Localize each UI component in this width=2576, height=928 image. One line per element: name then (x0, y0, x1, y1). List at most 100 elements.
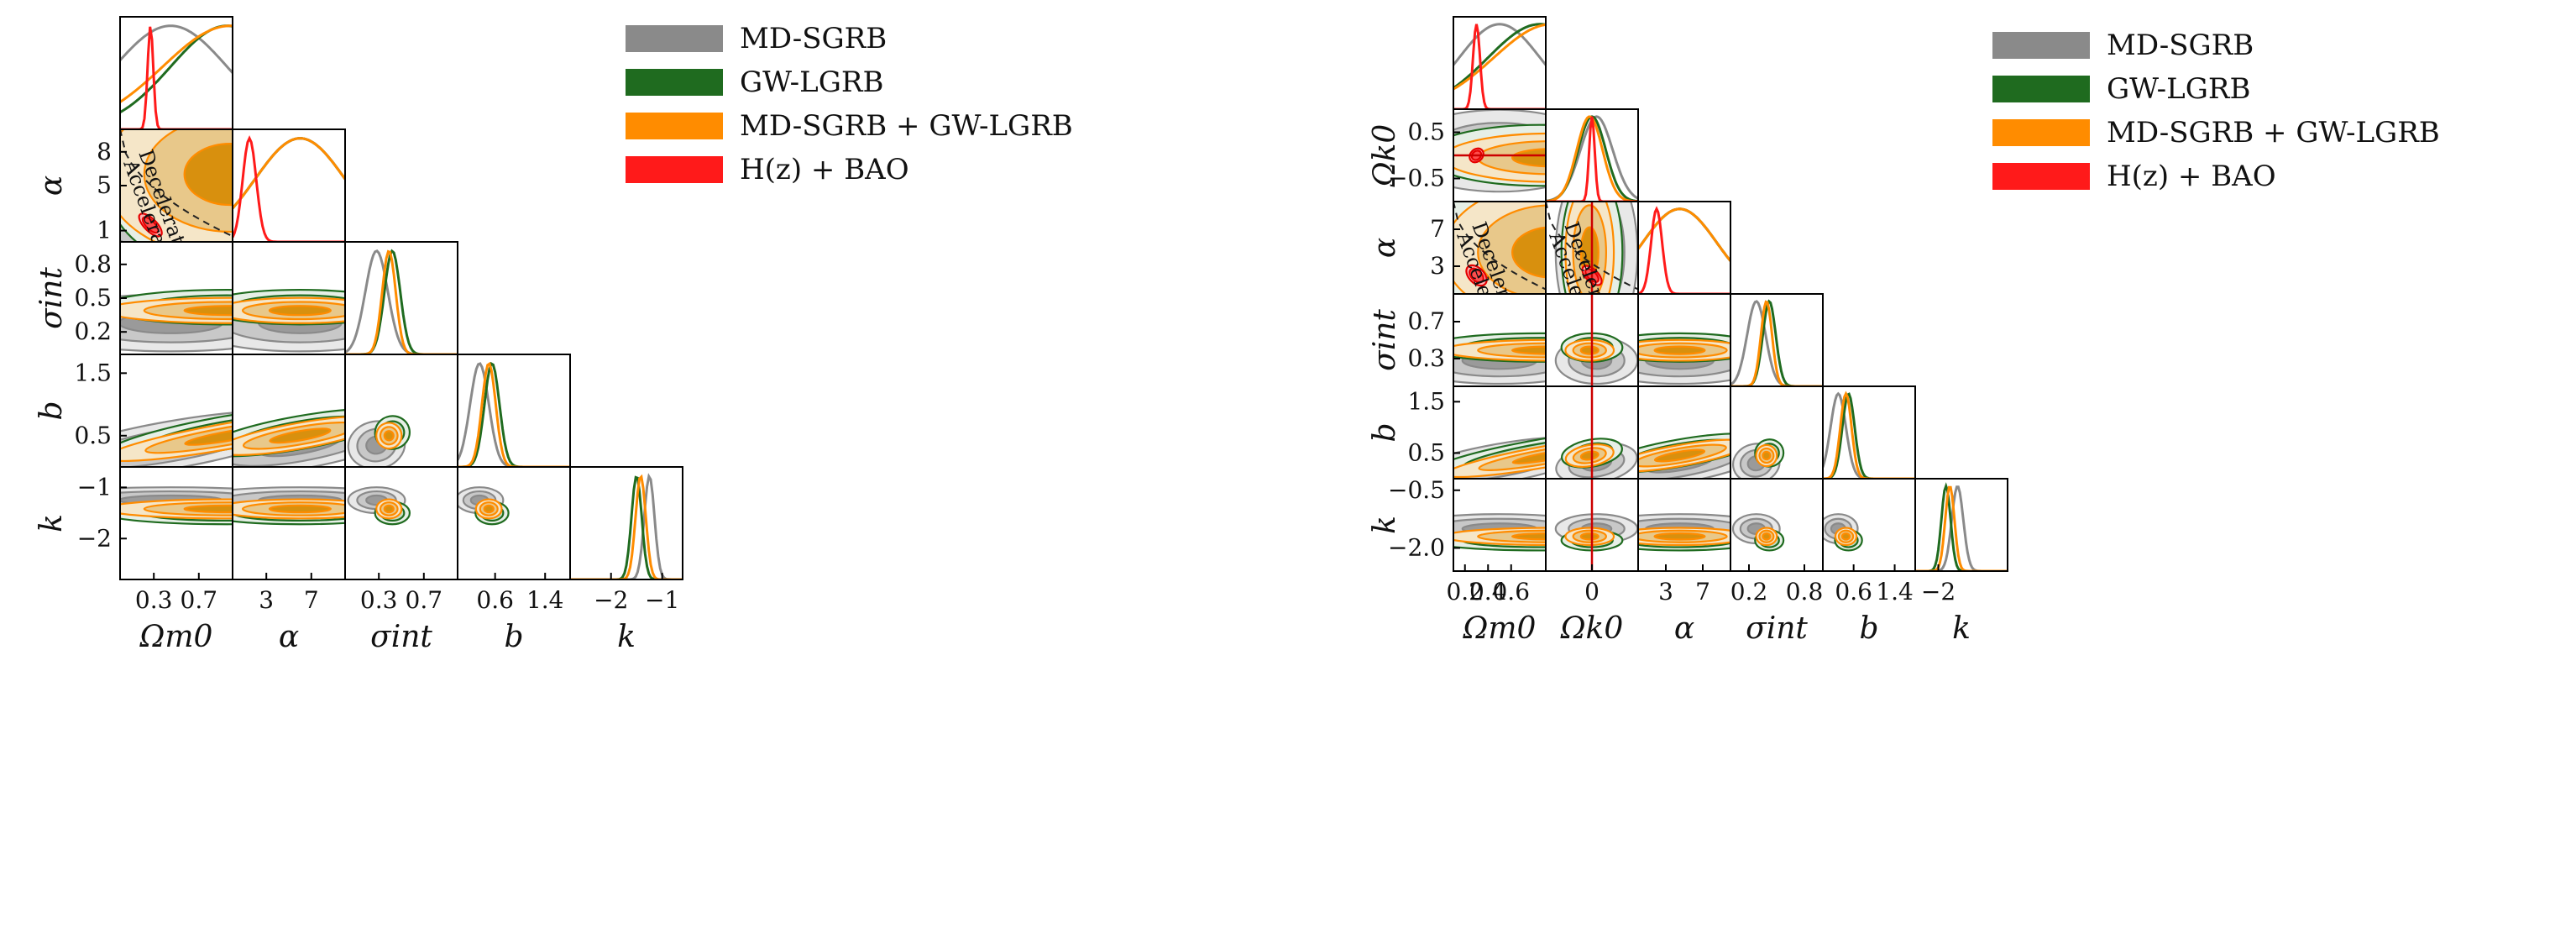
legend-label-1: MD-SGRB (2107, 29, 2254, 62)
contour-mdsgrbgwlgrb (1511, 148, 1546, 168)
marginal-hzbao (1546, 116, 1638, 202)
panel-k-k: −2 −1 k (569, 466, 683, 654)
marginal-mdsgrb (1730, 300, 1823, 386)
ytick-label: 1.5 (1407, 387, 1445, 415)
ytick-label: 0.5 (1407, 118, 1445, 146)
panel-frame (457, 466, 571, 580)
marginal-gwlgrb (1453, 23, 1546, 90)
ylabel-alpha: α (34, 176, 69, 196)
ytick-label: 0.5 (74, 422, 112, 449)
panel-om-k: −0.5 −2.0k 0.20.40.6 Ωm0 (1368, 476, 1547, 646)
marginal-mdsgrbgwlgrb (120, 24, 233, 103)
panel-frame (1637, 201, 1731, 295)
xtick-label: 3 (259, 586, 274, 614)
ylabel-b: b (34, 401, 69, 420)
decel-accel-boundary (120, 129, 233, 238)
marginal-mdsgrbgwlgrb (570, 474, 683, 579)
contour-mdsgrbgwlgrb (1653, 532, 1706, 541)
panel-b-b (1822, 385, 1916, 480)
panel-b-k: 0.6 1.4b (457, 466, 571, 654)
marginal-mdsgrb (1823, 391, 1915, 479)
panel-alpha-k: 3 7α (1637, 478, 1731, 646)
panel-sig-sig (1730, 293, 1824, 387)
xlabel-k: k (1952, 611, 1971, 646)
panel-ok-ok (1545, 108, 1639, 202)
panel-b-k: 0.6 1.4b (1822, 478, 1916, 646)
marginal-mdsgrb (345, 249, 458, 354)
xtick-label: 0.3 (360, 586, 398, 614)
contour-mdsgrbgwlgrb (269, 427, 332, 444)
xlabel-alpha: α (279, 620, 299, 654)
xtick-label: 0.6 (476, 586, 514, 614)
contour-mdsgrbgwlgrb (1511, 345, 1546, 355)
xtick-label: 0 (1584, 578, 1600, 606)
panel-alpha-alpha (232, 128, 346, 243)
contour-mdsgrbgwlgrb (183, 143, 233, 207)
ytick-label: 1 (97, 217, 112, 244)
ytick-label: 0.5 (1407, 438, 1445, 466)
legend-label-4: H(z) + BAO (2107, 160, 2276, 193)
corner-figure-1: DecelerationAcceleration158α0.20.50.8σin… (34, 16, 1073, 654)
ytick-label: 1.5 (74, 359, 112, 386)
ytick-label: 0.3 (1407, 344, 1445, 372)
legend-label-1: MD-SGRB (740, 22, 887, 55)
xtick-label: −1 (645, 586, 679, 614)
xlabel-alpha: α (1674, 611, 1694, 646)
panel-alpha-alpha (1637, 201, 1731, 295)
marginal-mdsgrbgwlgrb (1915, 485, 2008, 571)
legend-swatch-4 (1992, 163, 2090, 190)
legend-label-4: H(z) + BAO (740, 153, 909, 186)
xtick-label: 0.8 (1786, 578, 1824, 606)
marginal-hzbao (1453, 24, 1546, 109)
ylabel-ok: Ωk0 (1368, 124, 1402, 188)
ylabel-sig: σint (1368, 309, 1402, 371)
panel-sig-k: 0.2 0.8 σint (1730, 478, 1824, 646)
marginal-gwlgrb (458, 361, 570, 467)
panel-ok-b (1545, 385, 1639, 480)
contour-mdsgrbgwlgrb (1579, 532, 1600, 541)
ylabel-alpha: α (1368, 238, 1402, 258)
contour-mdsgrbgwlgrb (1653, 345, 1706, 355)
xtick-label: 0.3 (135, 586, 173, 614)
contour-mdsgrbgwlgrb (1477, 140, 1546, 176)
legend-swatch-3 (626, 113, 723, 139)
contour-mdsgrbgwlgrb (1511, 447, 1546, 464)
contour-mdsgrbgwlgrb (184, 425, 233, 446)
marginal-mdsgrb (1546, 115, 1638, 202)
xtick-label: 0.6 (1835, 578, 1872, 606)
decel-accel-boundary (1546, 202, 1638, 291)
contour-mdsgrbgwlgrb (183, 504, 233, 514)
panel-om-om (1453, 16, 1547, 110)
ytick-label: −0.5 (1388, 476, 1445, 504)
marginal-mdsgrb (120, 24, 233, 74)
legend-swatch-1 (626, 25, 723, 52)
panel-om-om (119, 16, 233, 130)
legend-swatch-4 (626, 156, 723, 183)
marginal-gwlgrb (233, 137, 345, 209)
contour-mdsgrbgwlgrb (268, 504, 332, 514)
xtick-label: 0.7 (406, 586, 443, 614)
legend-label-2: GW-LGRB (2107, 72, 2250, 106)
ylabel-k: k (1368, 516, 1402, 534)
marginal-gwlgrb (120, 24, 233, 113)
ytick-label: 0.8 (74, 250, 112, 278)
contour-mdsgrbgwlgrb (383, 504, 395, 514)
contour-mdsgrbgwlgrb (1511, 226, 1546, 279)
panel-ok-sig (1545, 293, 1639, 387)
marginal-mdsgrb (1915, 485, 2008, 571)
ytick-label: 0.2 (74, 317, 112, 345)
marginal-gwlgrb (1823, 392, 1915, 479)
marginal-gwlgrb (1546, 115, 1638, 202)
panel-om-b: 0.51.5b (1368, 385, 1547, 480)
contour-mdsgrbgwlgrb (1762, 450, 1772, 461)
contour-mdsgrbgwlgrb (1579, 450, 1600, 461)
xlabel-b: b (504, 620, 523, 654)
xtick-label: −2 (594, 586, 628, 614)
marginal-mdsgrb (1453, 23, 1546, 66)
panel-om-b: 0.5 1.5 b (34, 354, 233, 468)
ytick-label: 3 (1430, 252, 1445, 280)
legend-label-3: MD-SGRB + GW-LGRB (740, 109, 1073, 143)
